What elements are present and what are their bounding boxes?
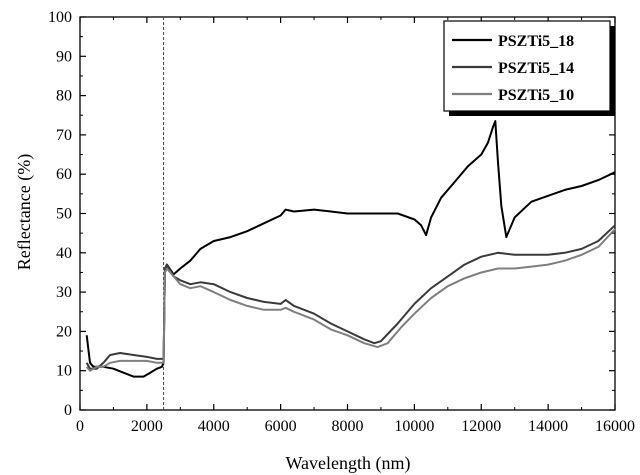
legend-label-0: PSZTi5_18 xyxy=(498,33,574,50)
x-axis-title: Wavelength (nm) xyxy=(285,453,410,474)
y-tick-label: 20 xyxy=(56,323,72,340)
y-tick-label: 10 xyxy=(56,363,72,380)
x-tick-label: 10000 xyxy=(394,418,434,435)
x-tick-label: 12000 xyxy=(461,418,501,435)
x-tick-label: 2000 xyxy=(131,418,163,435)
y-tick-label: 40 xyxy=(56,245,72,262)
legend-label-2: PSZTi5_10 xyxy=(498,87,574,104)
legend-label-1: PSZTi5_14 xyxy=(498,60,574,77)
legend: PSZTi5_18 PSZTi5_14 PSZTi5_10 xyxy=(443,20,615,116)
x-tick-label: 0 xyxy=(76,418,84,435)
y-tick-label: 70 xyxy=(56,127,72,144)
series-line-2 xyxy=(85,228,616,372)
x-tick-label: 16000 xyxy=(595,418,635,435)
x-tick-label: 6000 xyxy=(265,418,297,435)
y-tick-label: 50 xyxy=(56,206,72,223)
x-tick-label: 4000 xyxy=(198,418,230,435)
axis-ticks: 0 2000 4000 6000 8000 10000 12000 14000 16000 0 10… xyxy=(48,9,635,435)
x-tick-label: 8000 xyxy=(332,418,364,435)
y-tick-label: 80 xyxy=(56,88,72,105)
y-axis-title-group: Reflectance (%) xyxy=(14,154,35,270)
series-line-0 xyxy=(85,120,616,378)
y-axis-title: Reflectance (%) xyxy=(14,154,35,270)
x-tick-label: 14000 xyxy=(528,418,568,435)
y-tick-label: 60 xyxy=(56,166,72,183)
y-tick-label: 30 xyxy=(56,284,72,301)
y-tick-label: 100 xyxy=(48,9,72,26)
series-line-1 xyxy=(85,224,616,370)
y-tick-label: 0 xyxy=(64,402,72,419)
y-tick-label: 90 xyxy=(56,48,72,65)
